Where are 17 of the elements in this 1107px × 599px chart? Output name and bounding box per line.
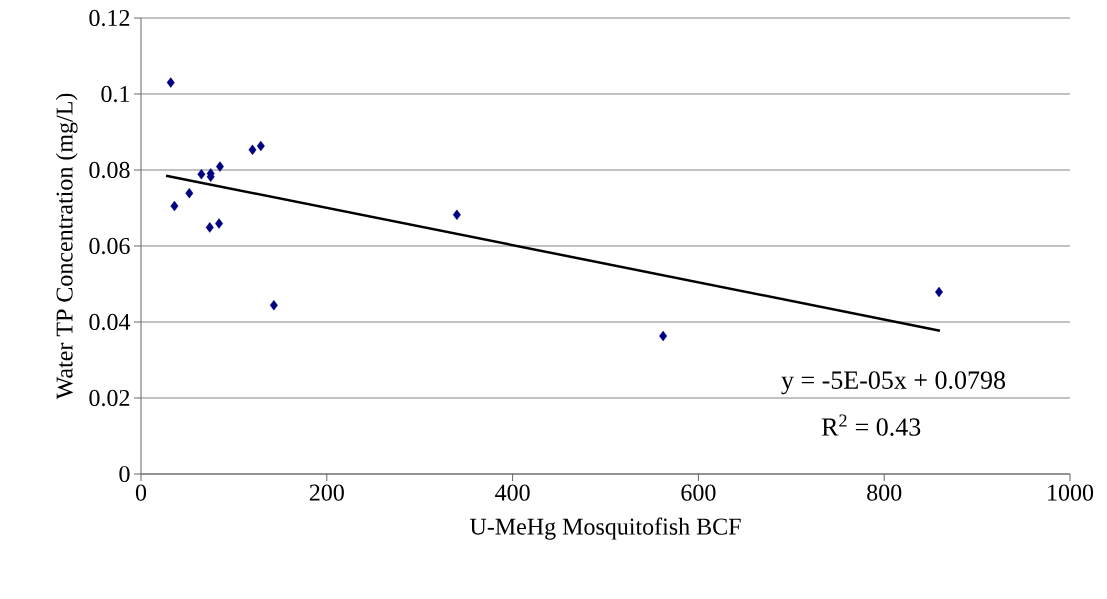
y-tick-label: 0.06 [89,237,130,255]
x-tick-label: 600 [681,484,716,501]
y-tick-label: 0.08 [89,161,130,179]
y-tick-label: 0.02 [89,389,130,407]
y-tick-label: 0.04 [89,313,131,331]
annotation: y = -5E-05x + 0.0798 [781,371,1006,395]
x-tick-label: 1000 [1048,484,1094,501]
x-tick-label: 0 [135,484,147,501]
annotation: R$^{2}$ = 0.43 [821,414,921,436]
y-tick-label: 0 [119,465,130,483]
x-tick-label: 400 [495,484,530,501]
y-tick-label: 0.1 [101,85,130,103]
y-tick-label: 0.12 [89,9,130,27]
y-axis-title: Water TP Concentration (mg/L) [55,93,78,400]
x-tick-label: 200 [309,484,344,501]
x-axis-title: U-MeHg Mosquitofish BCF [469,517,741,540]
x-tick-label: 800 [867,484,902,501]
